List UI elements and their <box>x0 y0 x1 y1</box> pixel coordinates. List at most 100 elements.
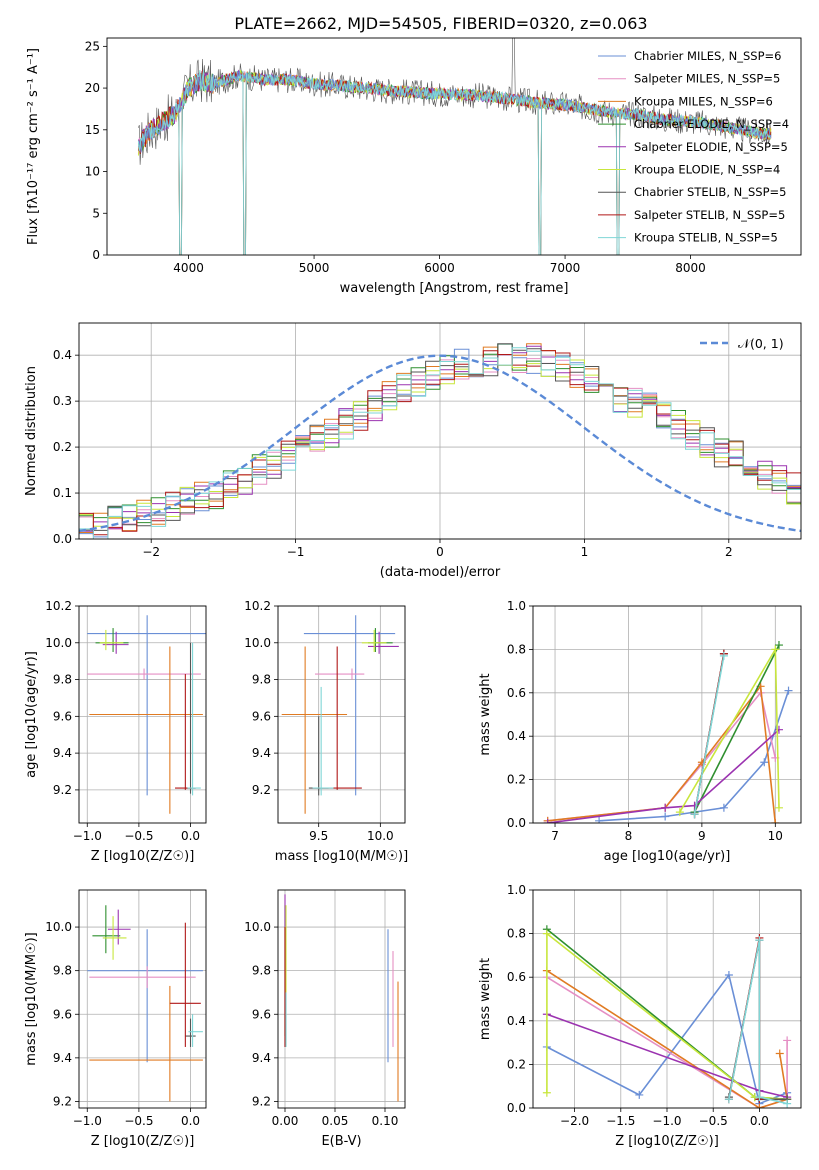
axes-frame <box>78 605 207 824</box>
spectrum-chabrier_stelib <box>138 38 772 255</box>
panel-6: −1.0 −0.5 0.0 9.2 9.4 9.6 9.8 10.0 Z [log10(Z/Z☉… <box>24 889 207 1149</box>
y-axis-label: Normed distribution <box>24 366 39 496</box>
y-tick-label: 1.0 <box>507 883 526 897</box>
x-tick-label: −0.5 <box>124 1114 153 1128</box>
series-marker-kroupa_stelib <box>755 1093 764 1102</box>
x-tick-label: −0.5 <box>124 829 153 843</box>
series-line-salpeter_elodie <box>547 729 780 823</box>
x-tick-label: 7000 <box>550 261 581 275</box>
y-tick-label: 1.0 <box>507 599 526 613</box>
histogram-kroupa_stelib <box>79 347 801 539</box>
axes-frame <box>277 605 406 824</box>
y-tick-label: 0.4 <box>507 1014 526 1028</box>
axes-frame <box>106 37 802 256</box>
y-tick-label: 9.6 <box>53 1007 72 1021</box>
panel-5: 7 8 9 10 0.0 0.2 0.4 0.6 0.8 1.0 age [log10(age/yr… <box>478 599 802 864</box>
y-tick-label: 25 <box>85 39 100 53</box>
y-tick-label: 9.2 <box>252 1094 271 1108</box>
x-tick-label: 7 <box>551 829 559 843</box>
y-tick-label: 0 <box>92 248 100 262</box>
series-line-kroupa_miles <box>546 970 789 1108</box>
y-tick-label: 10.2 <box>244 599 271 613</box>
y-tick-label: 9.2 <box>53 783 72 797</box>
series-marker-chabrier_miles <box>760 758 769 767</box>
plot-area <box>284 894 399 1102</box>
y-tick-label: 10.0 <box>244 920 271 934</box>
plot-area <box>542 925 792 1108</box>
series-marker-kroupa_elodie <box>675 808 684 817</box>
x-tick-label: 10 <box>768 829 783 843</box>
x-tick-label: 0.0 <box>181 829 200 843</box>
y-axis-label: Flux [fλ10⁻¹⁷ erg cm⁻² s⁻¹ A⁻¹] <box>26 48 41 245</box>
x-tick-label: 0.00 <box>272 1114 299 1128</box>
series-marker-chabrier_miles <box>661 812 670 821</box>
y-tick-label: 0.0 <box>53 532 72 546</box>
series-marker-kroupa_stelib <box>755 936 764 945</box>
y-tick-label: 9.8 <box>53 673 72 687</box>
x-axis-label: age [log10(age/yr)] <box>604 849 731 864</box>
gaussian-curve <box>79 354 801 533</box>
axes-frame <box>277 889 406 1109</box>
panel-2: −2 −1 0 1 2 0.0 0.1 0.2 0.3 0.4 (data-model)/error… <box>24 322 802 580</box>
plot-area <box>137 38 772 255</box>
legend-label: Kroupa MILES, N_SSP=6 <box>634 94 773 108</box>
legend-label: Kroupa ELODIE, N_SSP=4 <box>634 163 780 177</box>
legend-label: Chabrier ELODIE, N_SSP=4 <box>634 117 789 131</box>
series-marker-chabrier_miles <box>595 816 604 823</box>
series-marker-kroupa_stelib <box>724 1095 733 1104</box>
y-tick-label: 0.6 <box>507 686 526 700</box>
spectrum-kroupa_stelib <box>137 70 772 255</box>
y-tick-label: 9.4 <box>252 1051 271 1065</box>
y-tick-label: 9.4 <box>252 746 271 760</box>
y-tick-label: 0.0 <box>507 1101 526 1115</box>
panel-8: −2.0 −1.5 −1.0 −0.5 0.0 0.0 0.2 0.4 0.6 0.8 1.0 Z [… <box>478 883 802 1149</box>
y-axis-label: mass weight <box>478 673 493 755</box>
series-marker-chabrier_miles <box>635 1090 644 1099</box>
y-tick-label: 9.6 <box>252 1007 271 1021</box>
x-tick-label: 4000 <box>173 261 204 275</box>
series-marker-kroupa_elodie <box>542 1088 551 1097</box>
legend-label: Kroupa STELIB, N_SSP=5 <box>634 231 778 245</box>
y-tick-label: 0.1 <box>53 486 72 500</box>
series-marker-kroupa_miles <box>775 1049 784 1058</box>
y-tick-label: 9.4 <box>53 746 72 760</box>
series-marker-kroupa_elodie <box>774 803 783 812</box>
x-tick-label: −2.0 <box>560 1114 589 1128</box>
plot-area <box>87 905 203 1102</box>
y-tick-label: 9.4 <box>53 1051 72 1065</box>
x-tick-label: 5000 <box>299 261 330 275</box>
legend-gaussian-label: 𝒩(0, 1) <box>738 336 784 351</box>
y-tick-label: 0.6 <box>507 970 526 984</box>
plot-area <box>79 343 801 539</box>
series-line-kroupa_stelib <box>728 939 788 1105</box>
axes-frame <box>78 889 207 1109</box>
y-tick-label: 9.8 <box>252 964 271 978</box>
x-tick-label: −1.0 <box>73 829 102 843</box>
series-line-kroupa_stelib <box>693 655 725 815</box>
y-tick-label: 0.3 <box>53 394 72 408</box>
y-tick-label: 9.8 <box>252 673 271 687</box>
y-tick-label: 0.8 <box>507 642 526 656</box>
y-tick-label: 10 <box>85 165 100 179</box>
legend-label: Salpeter ELODIE, N_SSP=5 <box>634 140 788 154</box>
y-axis-label: age [log10(age/yr)] <box>24 651 39 778</box>
x-axis-label: Z [log10(Z/Z☉)] <box>615 1134 719 1149</box>
y-tick-label: 9.6 <box>252 709 271 723</box>
x-tick-label: 6000 <box>424 261 455 275</box>
legend-label: Salpeter STELIB, N_SSP=5 <box>634 208 785 222</box>
y-tick-label: 0.2 <box>53 440 72 454</box>
y-tick-label: 10.2 <box>45 599 72 613</box>
x-tick-label: 0.0 <box>750 1114 769 1128</box>
x-tick-label: −1.0 <box>652 1114 681 1128</box>
x-tick-label: 0 <box>436 545 444 559</box>
x-tick-label: −1.5 <box>606 1114 635 1128</box>
x-axis-label: wavelength [Angstrom, rest frame] <box>340 281 569 296</box>
axes-frame <box>532 605 802 824</box>
x-tick-label: 1 <box>581 545 589 559</box>
y-tick-label: 0.2 <box>507 1057 526 1071</box>
y-tick-label: 9.2 <box>53 1094 72 1108</box>
y-tick-label: 0.0 <box>507 816 526 830</box>
y-tick-label: 0.8 <box>507 927 526 941</box>
legend: Chabrier MILES, N_SSP=6 Salpeter MILES, N… <box>598 49 789 245</box>
